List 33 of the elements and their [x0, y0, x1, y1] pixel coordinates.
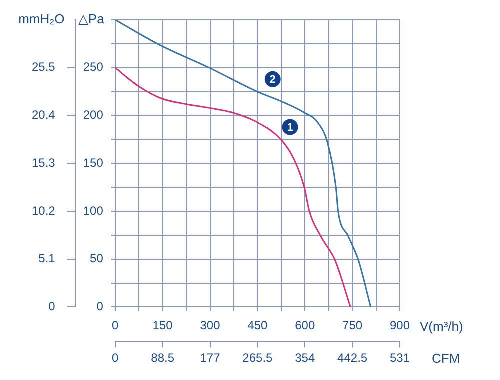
x-tick-label: 450: [248, 318, 268, 333]
y-tick-label: 200: [83, 108, 104, 122]
x-tick-label: 750: [342, 318, 363, 333]
y-tick-label: 150: [83, 156, 104, 170]
y2-tick-label: 20.4: [32, 108, 56, 122]
x-tick-label: 150: [152, 318, 174, 333]
y2-tick-label: 0: [48, 300, 56, 314]
x2-tick-label: 0: [112, 351, 120, 366]
y2-tick-label: 15.3: [32, 156, 56, 170]
y2-axis-title: mmH₂O: [18, 12, 65, 27]
x-tick-label: 900: [390, 318, 410, 333]
x2-tick-label: 531: [390, 351, 410, 366]
x-tick-label: 0: [112, 318, 120, 333]
annotation: 1: [287, 122, 294, 134]
y-tick-label: 0: [96, 300, 104, 314]
x2-tick-label: 88.5: [151, 351, 175, 366]
y-tick-label: 250: [83, 60, 104, 74]
line-series: [115, 67, 352, 308]
x2-tick-label: 442.5: [338, 351, 368, 366]
y-tick-label: 50: [90, 252, 104, 266]
x2-tick-label: 177: [200, 351, 221, 366]
y2-tick-label: 10.2: [32, 204, 56, 218]
annotation: 2: [270, 74, 276, 86]
x2-tick-label: 265.5: [242, 351, 274, 366]
x-tick-label: 300: [200, 318, 221, 333]
x-axis-title: V(m³/h): [420, 318, 464, 334]
y-tick-label: 100: [83, 204, 104, 218]
y-axis-title: △Pa: [78, 12, 106, 27]
y2-tick-label: 25.5: [32, 60, 56, 74]
y2-tick-label: 5.1: [38, 252, 56, 266]
x2-tick-label: 354: [295, 351, 316, 366]
x-tick-label: 600: [295, 318, 316, 333]
x2-axis-title: CFM: [432, 351, 460, 366]
